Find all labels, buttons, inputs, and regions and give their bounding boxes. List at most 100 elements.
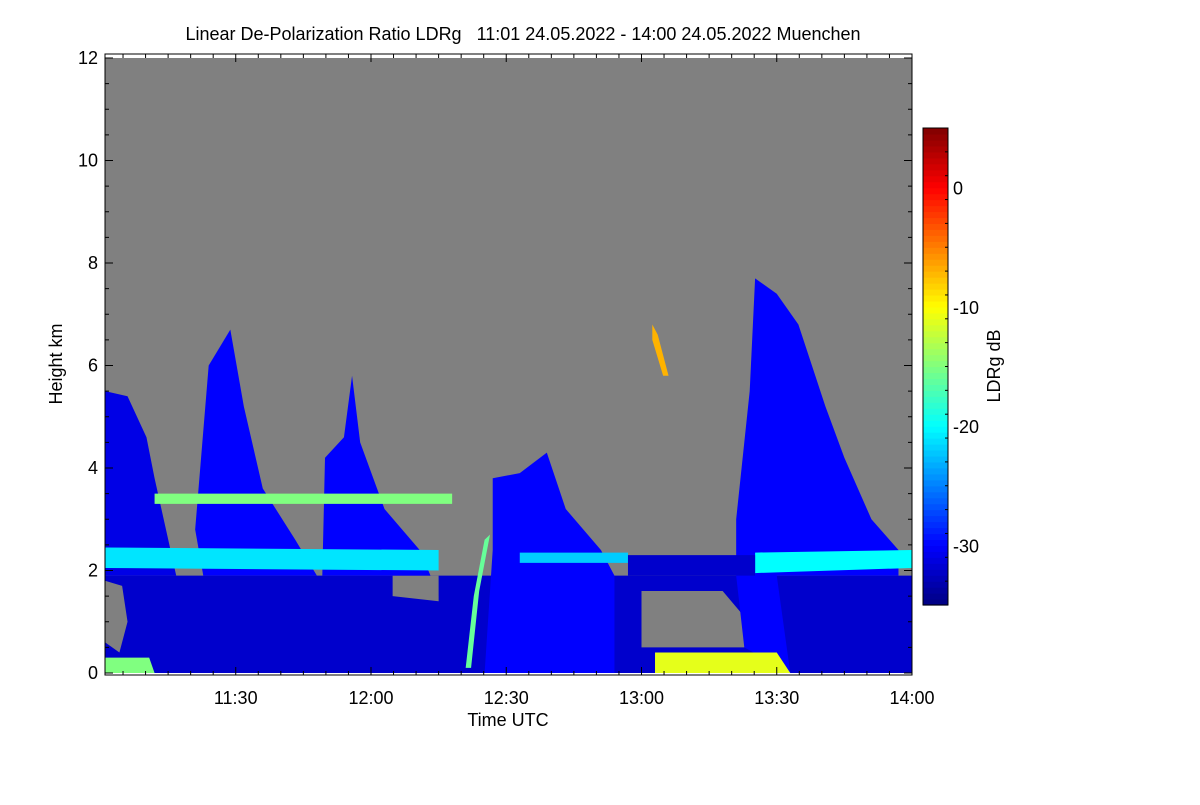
- colorbar-swatch: [923, 163, 948, 171]
- colorbar-swatch: [923, 277, 948, 284]
- colorbar-swatch: [923, 211, 948, 219]
- colorbar-swatch: [923, 151, 948, 159]
- y-tick-label: 6: [88, 356, 98, 376]
- cloud-plume-1: [105, 391, 177, 576]
- x-tick-label: 13:00: [619, 688, 664, 708]
- colorbar-swatch: [923, 348, 948, 356]
- colorbar: 0 -10 -20 -30: [922, 127, 979, 606]
- heatmap-area: [105, 58, 912, 673]
- colorbar-swatch: [923, 587, 948, 594]
- colorbar-swatch: [923, 384, 948, 391]
- x-axis-label: Time UTC: [467, 710, 548, 730]
- colorbar-swatch: [923, 360, 948, 368]
- colorbar-swatch: [923, 259, 948, 266]
- speckle-layer-3.4km: [154, 493, 453, 504]
- colorbar-tick-label: -30: [953, 536, 979, 556]
- colorbar-swatch: [923, 205, 948, 213]
- colorbar-swatch: [923, 551, 948, 558]
- colorbar-swatch: [923, 408, 948, 415]
- colorbar-swatch: [923, 187, 948, 195]
- y-tick-label: 8: [88, 253, 98, 273]
- colorbar-swatch: [923, 294, 948, 302]
- colorbar-swatch: [923, 455, 948, 463]
- colorbar-swatch: [923, 426, 948, 433]
- colorbar-swatch: [923, 438, 948, 445]
- colorbar-swatch: [923, 175, 948, 183]
- colorbar-swatch: [923, 139, 948, 147]
- no-signal-1205: [392, 575, 439, 602]
- colorbar-swatch: [923, 342, 948, 350]
- colorbar-tick-label: -10: [953, 298, 979, 318]
- aerosol-layer: [105, 547, 439, 571]
- colorbar-swatch: [923, 241, 948, 248]
- y-tick-label: 12: [78, 48, 98, 68]
- aerosol-layer-2: [519, 552, 628, 563]
- x-tick-label: 13:30: [754, 688, 799, 708]
- chart-title: Linear De-Polarization Ratio LDRg 11:01 …: [185, 24, 860, 44]
- surface-aerosol-1310: [655, 652, 791, 673]
- colorbar-label: LDRg dB: [984, 329, 1004, 402]
- colorbar-swatch: [923, 366, 948, 374]
- colorbar-swatch: [923, 539, 948, 546]
- colorbar-swatch: [923, 575, 948, 582]
- axes: 11:30 12:00 12:30 13:00 13:30 14:00 0 2 4 6 8 10 12: [78, 48, 935, 708]
- colorbar-swatch: [923, 473, 948, 481]
- y-tick-label: 10: [78, 151, 98, 171]
- colorbar-swatch: [923, 390, 948, 397]
- colorbar-swatch: [923, 324, 948, 332]
- colorbar-swatch: [923, 354, 948, 362]
- colorbar-swatch: [923, 128, 948, 135]
- x-tick-label: 11:30: [214, 688, 258, 708]
- colorbar-swatch: [923, 378, 948, 385]
- y-tick-label: 4: [88, 458, 98, 478]
- colorbar-swatch: [923, 306, 948, 314]
- ice-streak-1305: [652, 324, 669, 376]
- colorbar-swatch: [923, 444, 948, 451]
- colorbar-swatch: [923, 229, 948, 236]
- surface-aerosol-left: [105, 657, 155, 673]
- colorbar-swatch: [923, 288, 948, 296]
- no-signal-left: [105, 580, 128, 653]
- colorbar-swatch: [923, 420, 948, 427]
- colorbar-swatch: [923, 593, 948, 600]
- colorbar-swatch: [923, 223, 948, 230]
- colorbar-swatch: [923, 336, 948, 344]
- x-tick-label: 12:30: [484, 688, 529, 708]
- colorbar-swatch: [923, 402, 948, 409]
- colorbar-swatch: [923, 467, 948, 475]
- cloud-plume-2: [195, 329, 317, 576]
- colorbar-swatch: [923, 145, 948, 153]
- colorbar-swatch: [923, 247, 948, 254]
- x-tick-label: 14:00: [889, 688, 934, 708]
- colorbar-swatch: [923, 133, 948, 141]
- colorbar-swatch: [923, 581, 948, 588]
- colorbar-swatch: [923, 527, 948, 535]
- cloud-plume-5: [736, 278, 899, 673]
- colorbar-swatch: [923, 515, 948, 523]
- y-tick-label: 2: [88, 561, 98, 581]
- colorbar-swatch: [923, 253, 948, 260]
- colorbar-swatch: [923, 283, 948, 290]
- colorbar-swatch: [923, 169, 948, 177]
- colorbar-swatch: [923, 414, 948, 421]
- thin-layer-1330: [627, 555, 756, 576]
- y-tick-label: 0: [88, 663, 98, 683]
- colorbar-swatch: [923, 533, 948, 541]
- colorbar-swatch: [923, 199, 948, 207]
- colorbar-swatch: [923, 599, 948, 606]
- depolarizing-streak-1222: [465, 534, 491, 668]
- colorbar-swatch: [923, 372, 948, 380]
- colorbar-swatch: [923, 271, 948, 278]
- colorbar-swatch: [923, 509, 948, 517]
- colorbar-swatch: [923, 330, 948, 338]
- x-tick-label: 12:00: [348, 688, 393, 708]
- colorbar-swatch: [923, 432, 948, 439]
- colorbar-swatch: [923, 396, 948, 403]
- colorbar-swatch: [923, 485, 948, 493]
- colorbar-swatch: [923, 557, 948, 564]
- colorbar-swatch: [923, 461, 948, 469]
- colorbar-tick-label: -20: [953, 417, 979, 437]
- colorbar-swatch: [923, 235, 948, 242]
- colorbar-tick-label: 0: [953, 179, 963, 199]
- colorbar-swatch: [923, 449, 948, 457]
